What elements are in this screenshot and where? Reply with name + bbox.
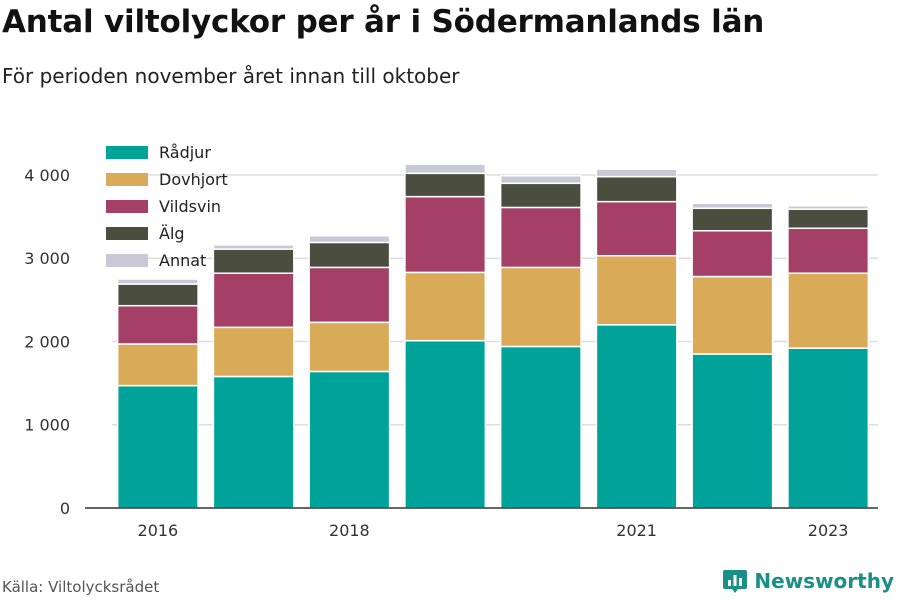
bar-segment <box>787 272 870 349</box>
y-tick-label: 1 000 <box>24 416 70 435</box>
x-tick-label: 2021 <box>616 521 657 540</box>
legend-swatch <box>106 146 148 159</box>
bar-segment <box>308 266 391 324</box>
bar-segment <box>691 275 774 355</box>
bar-segment <box>404 339 487 509</box>
bar-segment <box>595 168 678 178</box>
bar-segment <box>691 353 774 509</box>
bar-segment <box>116 283 199 307</box>
legend-label: Älg <box>159 224 185 243</box>
legend-swatch <box>106 254 148 267</box>
chart-subtitle: För perioden november året innan till ok… <box>2 64 460 88</box>
bar-segment <box>499 175 582 185</box>
bar-segment <box>691 230 774 278</box>
bar-segment <box>787 205 870 210</box>
bar-segment <box>308 321 391 373</box>
chart-title: Antal viltolyckor per år i Södermanlands… <box>2 4 765 40</box>
legend-swatch <box>106 227 148 240</box>
legend-label: Annat <box>159 251 206 270</box>
bar-segment <box>116 384 199 509</box>
bar-segment <box>499 266 582 348</box>
bar-segment <box>499 182 582 209</box>
bar-segment <box>787 227 870 274</box>
bar-segment <box>308 370 391 509</box>
bar-segment <box>499 206 582 269</box>
bar-segment <box>116 343 199 387</box>
bar-segment <box>212 244 295 250</box>
source-note: Källa: Viltolycksrådet <box>2 578 160 596</box>
bar-segment <box>595 200 678 257</box>
legend-label: Vildsvin <box>159 197 221 216</box>
bar-segment <box>787 347 870 509</box>
bar-segment <box>116 304 199 345</box>
bar-segment <box>212 326 295 378</box>
bar-segment <box>404 271 487 342</box>
y-tick-label: 3 000 <box>24 249 70 268</box>
x-tick-label: 2018 <box>329 521 370 540</box>
bar-segment <box>691 202 774 210</box>
y-tick-label: 0 <box>60 499 70 518</box>
bar-segment <box>116 278 199 285</box>
bar-segment <box>499 345 582 509</box>
bar-segment <box>308 241 391 269</box>
legend-label: Rådjur <box>159 143 211 162</box>
legend-swatch <box>106 173 148 186</box>
bar-segment <box>404 195 487 274</box>
y-tick-label: 4 000 <box>24 166 70 185</box>
bar-segment <box>404 163 487 175</box>
y-tick-label: 2 000 <box>24 332 70 351</box>
brand-name: Newsworthy <box>754 569 894 593</box>
legend-label: Dovhjort <box>159 170 228 189</box>
bar-segment <box>691 207 774 232</box>
x-tick-label: 2016 <box>138 521 179 540</box>
bar-segment <box>212 272 295 329</box>
bar-segment <box>595 324 678 509</box>
bar-segment <box>595 254 678 326</box>
bar-segment <box>787 208 870 230</box>
bar-segment <box>212 375 295 509</box>
bar-segment <box>212 248 295 274</box>
bar-chart-logo-icon <box>723 570 748 593</box>
brand-logo: Newsworthy <box>722 568 894 594</box>
x-tick-label: 2023 <box>808 521 849 540</box>
bar-segment <box>595 175 678 203</box>
bar-segment <box>404 172 487 198</box>
bar-segment <box>308 235 391 244</box>
legend-swatch <box>106 200 148 213</box>
